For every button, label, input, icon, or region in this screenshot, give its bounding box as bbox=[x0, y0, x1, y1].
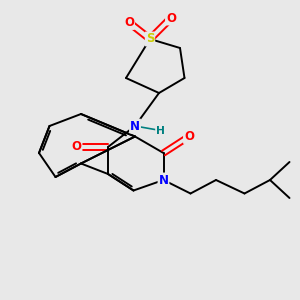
Text: O: O bbox=[166, 11, 176, 25]
Text: H: H bbox=[156, 125, 165, 136]
Text: O: O bbox=[124, 16, 134, 29]
Text: S: S bbox=[146, 32, 154, 46]
Text: N: N bbox=[130, 119, 140, 133]
Text: O: O bbox=[184, 130, 194, 143]
Text: O: O bbox=[71, 140, 82, 154]
Text: N: N bbox=[158, 173, 169, 187]
